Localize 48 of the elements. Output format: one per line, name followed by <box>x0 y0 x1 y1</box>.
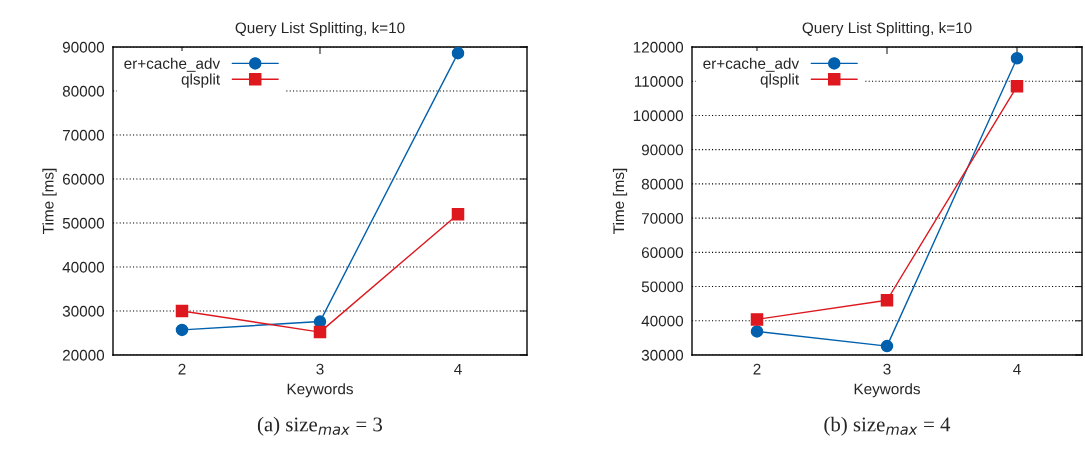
y-axis-title: Time [ms] <box>612 168 628 234</box>
point <box>451 207 465 221</box>
point <box>1010 80 1024 93</box>
y-tick-label: 100000 <box>633 110 684 122</box>
x-tick-label: 4 <box>1013 363 1021 375</box>
x-tick-label: 2 <box>753 363 761 375</box>
point <box>175 304 189 318</box>
y-tick-label: 70000 <box>641 212 684 224</box>
point <box>750 313 764 326</box>
chart-title: Query List Splitting, k=10 <box>235 22 405 37</box>
y-tick-label: 60000 <box>641 247 684 259</box>
y-tick-label: 80000 <box>62 85 105 97</box>
y-tick-label: 40000 <box>641 315 684 327</box>
point <box>880 339 894 353</box>
x-tick-label: 4 <box>454 363 462 375</box>
point <box>880 293 894 307</box>
x-tick-label: 3 <box>883 363 891 375</box>
chart-title: Query List Splitting, k=10 <box>802 22 972 37</box>
y-axis-title: Time [ms] <box>42 168 57 234</box>
y-tick-label: 90000 <box>62 41 105 53</box>
legend-label: er+cache_adv <box>124 57 221 72</box>
legend-label: qlsplit <box>760 73 799 88</box>
x-axis-title: Keywords <box>854 383 920 398</box>
legend-label: qlsplit <box>181 73 220 88</box>
y-tick-label: 60000 <box>62 173 105 185</box>
text: (a) size$_{max}$ = 3 <box>257 416 383 436</box>
legend-label: er+cache_adv <box>703 57 800 72</box>
y-tick-label: 50000 <box>62 217 105 229</box>
point <box>451 47 465 60</box>
y-tick-label: 20000 <box>62 349 105 361</box>
point <box>313 315 327 328</box>
y-tick-label: 50000 <box>641 281 684 293</box>
x-axis-title: Keywords <box>287 383 353 398</box>
point <box>1010 52 1024 65</box>
text: (b) size$_{max}$ = 4 <box>824 416 951 436</box>
y-tick-label: 90000 <box>641 144 684 156</box>
point <box>750 325 764 338</box>
y-tick-label: 110000 <box>634 76 684 87</box>
x-tick-label: 3 <box>316 363 324 375</box>
y-tick-label: 70000 <box>62 129 105 141</box>
point <box>175 323 189 337</box>
y-tick-label: 120000 <box>633 41 684 53</box>
y-tick-label: 40000 <box>62 261 105 273</box>
point <box>313 325 327 339</box>
y-tick-label: 80000 <box>641 178 684 190</box>
x-tick-label: 2 <box>178 363 186 375</box>
y-tick-label: 30000 <box>641 349 684 361</box>
y-tick-label: 30000 <box>62 305 105 317</box>
